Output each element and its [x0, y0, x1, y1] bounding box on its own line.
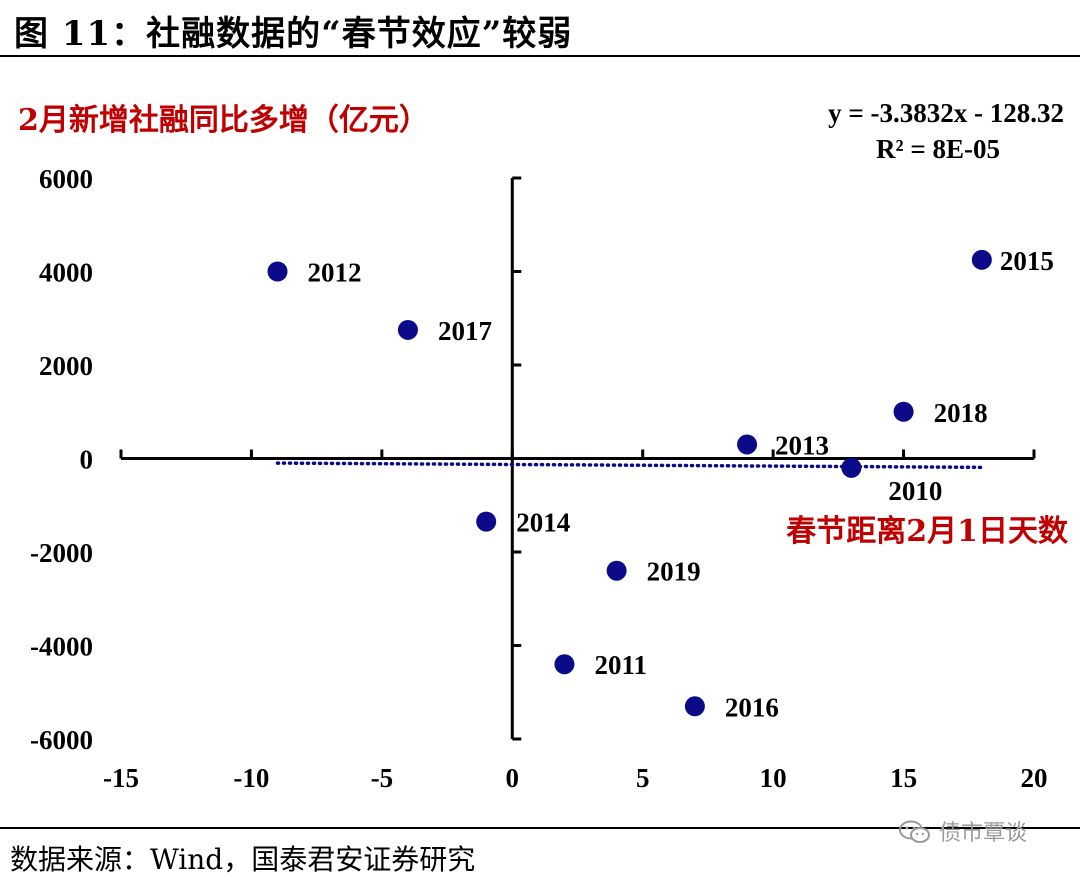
source-note: 数据来源：Wind，国泰君安证券研究 — [10, 843, 476, 876]
r-squared-label: R² = 8E-05 — [876, 134, 1000, 164]
x-tick-label: 5 — [636, 763, 650, 793]
data-point — [397, 319, 418, 340]
y-tick-label: 0 — [80, 445, 94, 475]
wechat-icon — [899, 820, 930, 843]
data-point — [554, 654, 575, 675]
data-point-label: 2019 — [647, 557, 701, 587]
y-tick-label: 6000 — [39, 164, 93, 194]
x-tick-label: -10 — [233, 763, 269, 793]
trendline-equation: y = -3.3832x - 128.32 — [828, 98, 1064, 128]
data-point — [971, 249, 992, 270]
axes: -15 -10 -5 0 5 10 15 20 -6000 -4000 -2000 0 2000 4000… — [30, 164, 1048, 793]
x-tick-label: -15 — [103, 763, 139, 793]
top-rule — [0, 55, 1080, 57]
data-point — [893, 401, 914, 422]
watermark: 债市覃谈 — [898, 814, 1027, 847]
data-point-label: 2010 — [888, 476, 942, 506]
trendline — [275, 461, 984, 470]
x-tick-label: 20 — [1021, 763, 1048, 793]
data-point-label: 2016 — [725, 692, 779, 722]
data-point — [841, 457, 862, 478]
x-tick-label: 15 — [890, 763, 917, 793]
trendline-path — [275, 461, 984, 470]
x-tick-label: 0 — [506, 763, 520, 793]
y-tick-label: -6000 — [30, 725, 93, 755]
data-point-label: 2017 — [438, 316, 492, 346]
x-tick-label: 10 — [760, 763, 787, 793]
data-point — [267, 261, 288, 282]
data-point-label: 2012 — [308, 258, 362, 288]
x-axis-label: 春节距离2月1日天数 — [786, 514, 1069, 549]
x-tick-label: -5 — [371, 763, 394, 793]
data-point — [684, 696, 705, 717]
y-axis-label: 2月新增社融同比多增（亿元） — [18, 103, 429, 138]
y-tick-label: -4000 — [30, 632, 93, 662]
watermark-text: 债市覃谈 — [939, 821, 1028, 846]
data-point-label: 2015 — [1000, 246, 1054, 276]
data-point-label: 2011 — [594, 650, 647, 680]
y-tick-label: 4000 — [39, 258, 93, 288]
data-points: 2012 2017 2014 2019 2011 2016 2013 2010 2018 2015 — [267, 246, 1054, 722]
data-point-label: 2014 — [516, 508, 570, 538]
data-point-label: 2013 — [775, 430, 829, 460]
data-point — [606, 560, 627, 581]
y-tick-label: 2000 — [39, 351, 93, 381]
y-tick-label: -2000 — [30, 538, 93, 568]
data-point — [476, 511, 497, 532]
bottom-rule — [0, 827, 1080, 829]
data-point-label: 2018 — [934, 398, 988, 428]
figure-title: 图 11：社融数据的“春节效应”较弱 — [14, 14, 573, 54]
data-point — [737, 434, 758, 455]
